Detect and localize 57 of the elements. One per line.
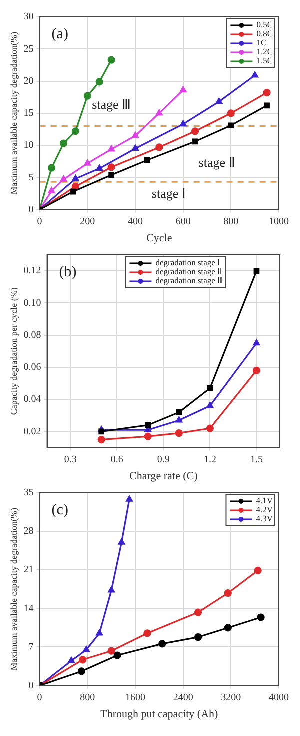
x-tick-label: 1.2 bbox=[204, 454, 216, 466]
x-axis-title: Through put capacity (Ah) bbox=[100, 708, 219, 720]
y-tick-label: 0.08 bbox=[24, 330, 42, 341]
text: (c) bbox=[52, 502, 68, 518]
y-tick-label: 25 bbox=[24, 44, 34, 55]
x-axis-title: Charge rate (C) bbox=[130, 470, 198, 482]
y-tick-label: 35 bbox=[24, 488, 34, 499]
x-tick-label: 200 bbox=[80, 216, 96, 228]
legend-label: 1.2C bbox=[256, 46, 274, 57]
text: (b) bbox=[59, 264, 77, 280]
legend-label: 4.1V bbox=[256, 496, 274, 506]
x-tick-label: 3200 bbox=[221, 692, 242, 704]
legend-label: 0.8C bbox=[256, 28, 274, 39]
y-axis-title: Capacity degradation per cycle (%) bbox=[8, 288, 19, 416]
y-tick-label: 0 bbox=[28, 204, 34, 216]
y-tick-label: 7 bbox=[28, 642, 34, 653]
legend-label: 4.2V bbox=[256, 504, 274, 515]
y-tick-label: 0.12 bbox=[24, 266, 42, 277]
legend-label: degradation stage Ⅱ bbox=[156, 266, 222, 277]
legend-label: 1C bbox=[256, 38, 267, 48]
legend-label: 1.5C bbox=[256, 56, 274, 66]
y-tick-label: 0 bbox=[28, 680, 34, 692]
legend-label: 4.3V bbox=[256, 514, 274, 524]
y-tick-label: 14 bbox=[24, 603, 34, 614]
x-tick-label: 1.5 bbox=[250, 454, 263, 466]
x-tick-label: 0.6 bbox=[110, 454, 124, 466]
y-tick-label: 21 bbox=[24, 564, 34, 576]
y-tick-label: 15 bbox=[24, 108, 34, 120]
x-tick-label: 400 bbox=[128, 216, 143, 228]
legend-label: 0.5C bbox=[256, 20, 274, 30]
y-axis-title: Maximum available capacity degradation(%) bbox=[8, 32, 19, 195]
legend-label: degradation stage Ⅲ bbox=[156, 276, 224, 286]
y-tick-label: 0.06 bbox=[24, 362, 42, 374]
legend-label: degradation stage Ⅰ bbox=[156, 258, 221, 268]
x-tick-label: 800 bbox=[224, 216, 239, 228]
y-axis-title: Maximum available capacity degradation(%) bbox=[8, 508, 19, 671]
y-tick-label: 5 bbox=[28, 172, 34, 184]
x-axis-title: Cycle bbox=[146, 232, 172, 244]
y-tick-label: 28 bbox=[24, 526, 34, 538]
x-tick-label: 800 bbox=[80, 692, 96, 704]
annotation: stage Ⅱ bbox=[198, 154, 235, 170]
y-tick-label: 0.04 bbox=[24, 394, 42, 406]
x-tick-label: 0.9 bbox=[157, 454, 170, 466]
y-tick-label: 0.10 bbox=[24, 298, 42, 309]
x-tick-label: 600 bbox=[176, 216, 191, 228]
y-tick-label: 30 bbox=[24, 12, 34, 23]
y-tick-label: 20 bbox=[24, 76, 34, 87]
y-tick-label: 0.02 bbox=[24, 426, 42, 438]
x-tick-label: 0.3 bbox=[64, 454, 77, 466]
x-tick-label: 4000 bbox=[269, 692, 289, 704]
x-tick-label: 1600 bbox=[125, 692, 146, 704]
annotation: stage Ⅲ bbox=[92, 97, 132, 112]
x-tick-label: 2400 bbox=[173, 692, 194, 704]
x-tick-label: 1000 bbox=[269, 216, 289, 228]
annotation: stage Ⅰ bbox=[152, 186, 186, 201]
y-tick-label: 10 bbox=[24, 140, 34, 152]
text: (a) bbox=[52, 26, 68, 42]
